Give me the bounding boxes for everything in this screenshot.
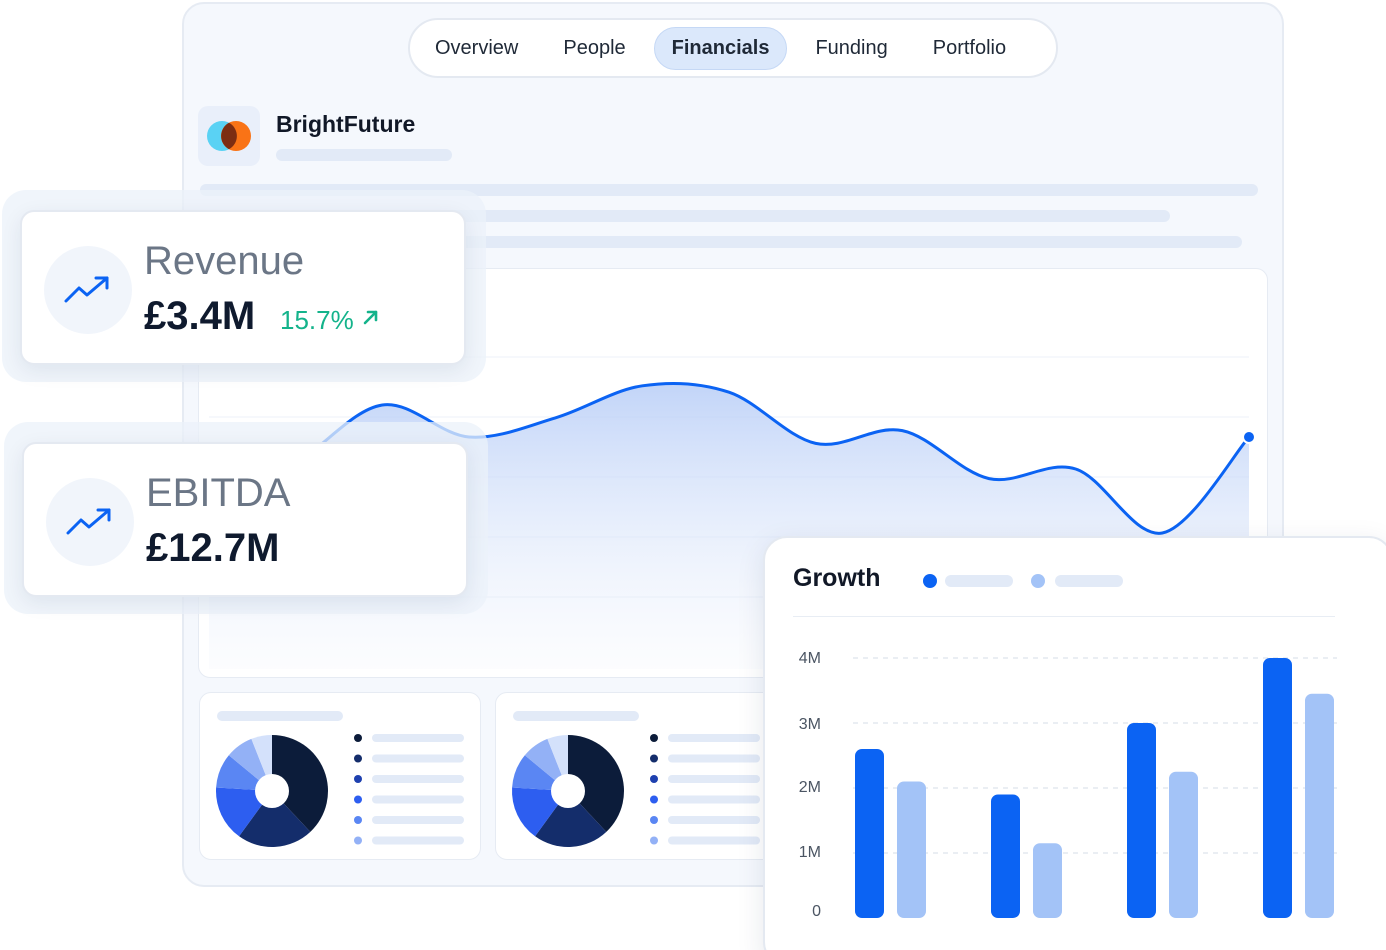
growth-header-divider [793,616,1335,617]
revenue-card: Revenue £3.4M 15.7% [20,210,466,365]
legend-label-placeholder [945,575,1013,587]
legend-dot [650,734,658,742]
donut-hole [551,774,585,808]
donut-slice [272,735,328,832]
growth-bar [1305,693,1334,918]
donut-slice [239,791,311,847]
tab-bar: Overview People Financials Funding Portf… [408,18,1058,78]
area-end-point [1242,430,1256,444]
legend-label-placeholder [668,775,760,783]
legend-dot [650,795,658,804]
legend-dot [650,836,658,845]
y-tick-label: 4M [798,650,821,667]
donut-title-placeholder [513,711,639,721]
legend-label-placeholder [668,836,760,845]
donut-chart [512,735,624,847]
donut-chart [216,735,328,847]
y-tick-label: 0 [812,903,821,920]
legend-dot [354,816,362,824]
ebitda-label: EBITDA [146,471,291,515]
legend-dot [650,816,658,824]
legend-dot [650,775,658,783]
y-tick-label: 3M [798,716,821,733]
legend-dot-series-1 [923,574,937,588]
donut-card [199,692,481,860]
legend-label-placeholder [372,795,464,804]
donut-card [495,692,777,860]
revenue-label: Revenue [144,239,305,283]
growth-bar [1263,658,1292,918]
legend-dot-series-2 [1031,574,1045,588]
ebitda-card: EBITDA £12.7M [22,442,468,597]
legend-dot [354,734,362,742]
company-name: BrightFuture [276,111,416,137]
legend-label-placeholder [668,816,760,824]
legend-label-placeholder [668,734,760,742]
legend-label-placeholder [372,754,464,763]
revenue-icon-badge [44,246,132,334]
growth-bar [897,781,926,918]
area-series-line [208,381,1251,535]
revenue-value: £3.4M [144,294,256,338]
tab-people[interactable]: People [563,36,626,59]
ebitda-value: £12.7M [146,526,280,570]
legend-dot [354,754,362,763]
trending-up-icon [64,276,109,303]
growth-bar [991,794,1020,918]
tab-portfolio[interactable]: Portfolio [932,36,1007,59]
legend-label-placeholder [1055,575,1123,587]
legend-label-placeholder [668,754,760,763]
growth-card: Growth 4M 3M 2M 1M 0 [763,536,1386,950]
tab-funding[interactable]: Funding [815,36,888,59]
ebitda-icon-badge [46,478,134,566]
revenue-change-value: 15.7% [280,305,354,335]
donut-legend [354,734,464,845]
y-tick-label: 1M [798,844,821,861]
growth-bar [1169,771,1198,918]
legend-label-placeholder [372,734,464,742]
donut-slice [535,791,607,847]
tab-overview[interactable]: Overview [435,36,519,59]
donut-slice [568,735,624,832]
revenue-change: 15.7% [280,305,381,336]
arrow-up-right-icon [363,310,378,325]
legend-dot [354,836,362,845]
legend-label-placeholder [372,775,464,783]
legend-dot [650,754,658,763]
growth-title: Growth [793,564,881,592]
legend-dot [354,795,362,804]
growth-bar [855,749,884,918]
tab-financials[interactable]: Financials [653,26,788,70]
donut-hole [255,774,289,808]
legend-label-placeholder [372,816,464,824]
donut-legend [650,734,760,845]
legend-label-placeholder [668,795,760,804]
legend-label-placeholder [372,836,464,845]
company-subtitle-placeholder [276,149,452,161]
company-logo-icon [207,121,251,151]
y-tick-label: 2M [798,779,821,796]
growth-bar-chart [853,657,1337,918]
donut-title-placeholder [217,711,343,721]
growth-bar [1127,723,1156,918]
legend-dot [354,775,362,783]
growth-bar [1033,843,1062,918]
trending-up-icon [66,508,111,535]
company-logo [198,106,260,166]
